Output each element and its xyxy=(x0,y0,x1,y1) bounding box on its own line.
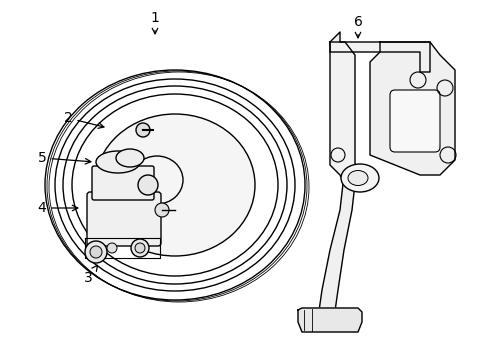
Ellipse shape xyxy=(96,151,140,173)
Circle shape xyxy=(90,246,102,258)
Text: 4: 4 xyxy=(38,201,78,215)
Ellipse shape xyxy=(340,164,378,192)
FancyBboxPatch shape xyxy=(92,166,154,200)
Polygon shape xyxy=(317,175,355,318)
FancyBboxPatch shape xyxy=(87,192,161,246)
Polygon shape xyxy=(329,42,354,185)
Text: 3: 3 xyxy=(83,265,97,285)
Ellipse shape xyxy=(95,114,254,256)
Circle shape xyxy=(107,243,117,253)
Ellipse shape xyxy=(116,149,143,167)
Polygon shape xyxy=(369,42,454,175)
Circle shape xyxy=(136,123,150,137)
Text: 1: 1 xyxy=(150,11,159,34)
Ellipse shape xyxy=(138,175,158,195)
Circle shape xyxy=(135,243,145,253)
Circle shape xyxy=(131,239,149,257)
Circle shape xyxy=(155,203,169,217)
Ellipse shape xyxy=(347,171,367,185)
Polygon shape xyxy=(297,308,361,332)
Text: 6: 6 xyxy=(353,15,362,38)
Text: 2: 2 xyxy=(63,111,104,128)
Circle shape xyxy=(85,241,107,263)
Polygon shape xyxy=(329,32,429,72)
Text: 5: 5 xyxy=(38,151,91,165)
FancyBboxPatch shape xyxy=(389,90,439,152)
